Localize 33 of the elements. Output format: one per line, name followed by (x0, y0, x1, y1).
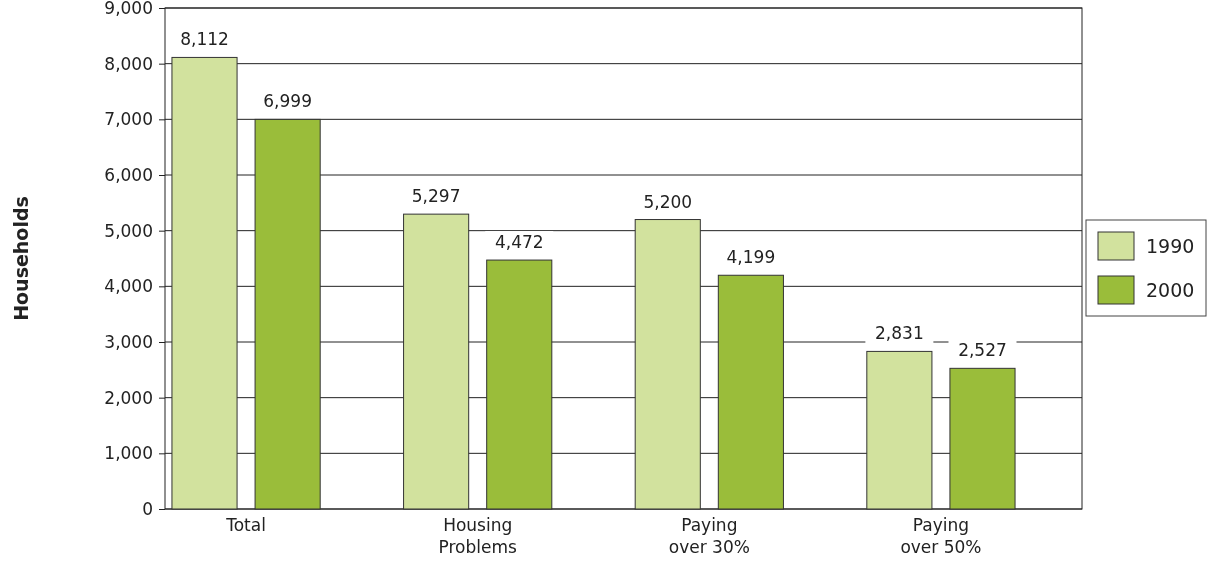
x-tick-label: Paying over 30% (668, 515, 750, 558)
bar (717, 274, 784, 510)
y-tick-label: 5,000 (104, 220, 153, 241)
y-tick-label: 1,000 (104, 443, 153, 464)
bar (866, 350, 933, 510)
y-tick-label: 6,000 (104, 164, 153, 185)
data-label: 2,831 (875, 323, 924, 344)
y-axis-title: Households (10, 196, 32, 321)
data-label: 4,199 (726, 247, 776, 268)
y-tick-label: 4,000 (104, 276, 153, 297)
data-label: 4,472 (494, 232, 544, 253)
bar (486, 259, 553, 510)
data-label: 6,999 (263, 91, 312, 112)
y-tick-label: 0 (142, 498, 153, 519)
y-tick-label: 2,000 (104, 387, 153, 408)
bar (949, 367, 1016, 510)
x-tick-label: Housing Problems (438, 515, 518, 558)
bar (254, 118, 321, 510)
bar (403, 213, 470, 510)
legend-label: 2000 (1146, 279, 1195, 301)
data-label: 5,200 (643, 191, 693, 212)
y-tick-label: 3,000 (104, 331, 153, 352)
y-tick-label: 9,000 (104, 0, 153, 18)
x-tick-label: Total (225, 515, 266, 536)
y-tick-label: 7,000 (104, 109, 153, 130)
legend-label: 1990 (1146, 235, 1195, 257)
y-tick-label: 8,000 (104, 53, 153, 74)
data-label: 8,112 (180, 29, 229, 50)
x-tick-label: Paying over 50% (900, 515, 982, 558)
bar (634, 219, 701, 510)
data-label: 2,527 (958, 340, 1007, 361)
bar (171, 56, 238, 510)
data-label: 5,297 (411, 186, 461, 207)
